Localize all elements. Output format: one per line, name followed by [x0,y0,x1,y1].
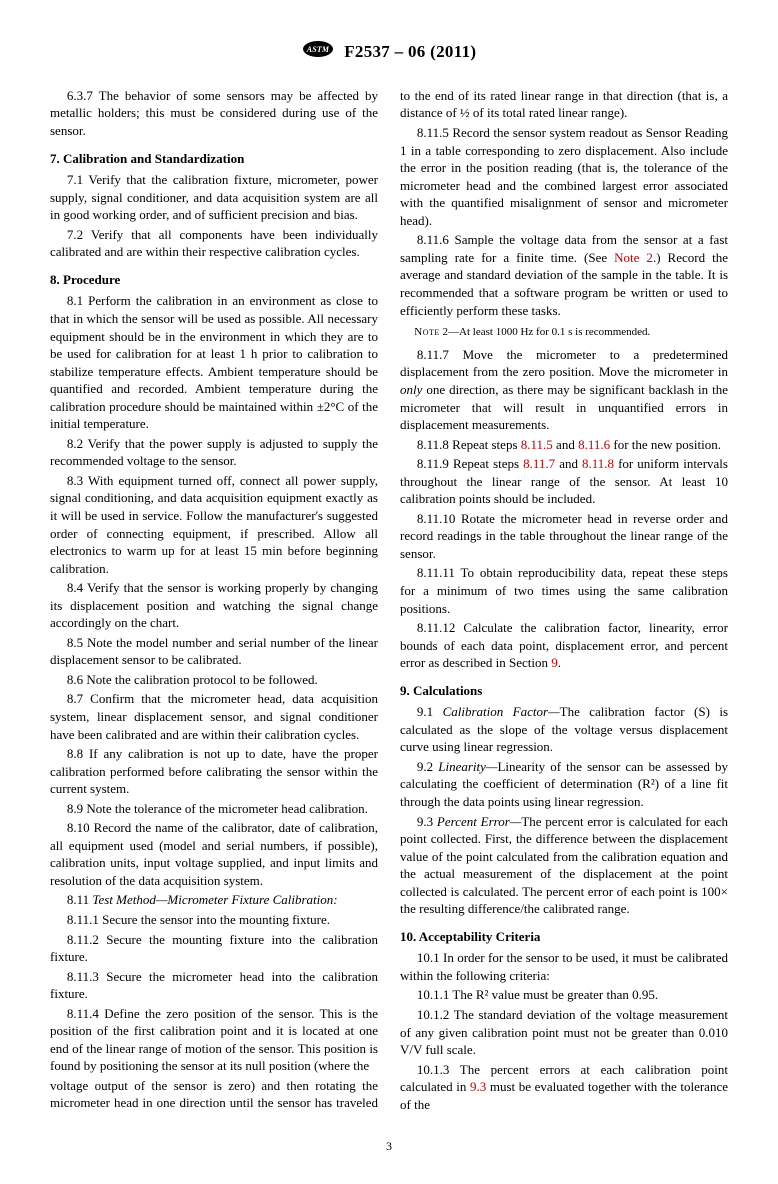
para-8-11-8: 8.11.8 Repeat steps 8.11.5 and 8.11.6 fo… [400,436,728,454]
para-9-1-it: Calibration Factor— [443,704,560,719]
para-10-1: 10.1 In order for the sensor to be used,… [400,949,728,984]
astm-logo-icon: ASTM [302,40,334,65]
para-8-11-2: 8.11.2 Secure the mounting fixture into … [50,931,378,966]
body-columns: 6.3.7 The behavior of some sensors may b… [50,87,728,1114]
para-8-11-1: 8.11.1 Secure the sensor into the mounti… [50,911,378,929]
para-8-9: 8.9 Note the tolerance of the micrometer… [50,800,378,818]
para-8-11-12a: 8.11.12 Calculate the calibration factor… [400,620,728,670]
para-8-4: 8.4 Verify that the sensor is working pr… [50,579,378,632]
note-2-label: Note [414,326,440,338]
para-8-7: 8.7 Confirm that the micrometer head, da… [50,690,378,743]
para-8-11-title: Test Method—Micrometer Fixture Calibrati… [92,892,337,907]
note-2-text: 2—At least 1000 Hz for 0.1 s is recommen… [440,326,650,338]
para-8-10: 8.10 Record the name of the calibrator, … [50,819,378,889]
page-header: ASTM F2537 – 06 (2011) [50,40,728,65]
para-9-1-lead: 9.1 [417,704,443,719]
designation: F2537 – 06 (2011) [344,42,476,61]
para-8-11-8mid: and [553,437,578,452]
section-10-head: 10. Acceptability Criteria [400,928,728,946]
xref-8-11-8[interactable]: 8.11.8 [582,456,614,471]
para-9-2-it: Linearity— [438,759,497,774]
xref-8-11-6[interactable]: 8.11.6 [578,437,610,452]
para-10-1-1: 10.1.1 The R² value must be greater than… [400,986,728,1004]
para-8-11-9: 8.11.9 Repeat steps 8.11.7 and 8.11.8 fo… [400,455,728,508]
para-8-3: 8.3 With equipment turned off, connect a… [50,472,378,577]
para-8-11-6: 8.11.6 Sample the voltage data from the … [400,231,728,319]
para-7-2: 7.2 Verify that all components have been… [50,226,378,261]
para-8-11-10: 8.11.10 Rotate the micrometer head in re… [400,510,728,563]
para-8-11-7: 8.11.7 Move the micrometer to a predeter… [400,346,728,434]
para-10-1-3: 10.1.3 The percent errors at each calibr… [400,1061,728,1114]
page-number: 3 [50,1138,728,1154]
para-8-2: 8.2 Verify that the power supply is adju… [50,435,378,470]
xref-9-3[interactable]: 9.3 [470,1079,486,1094]
para-9-2: 9.2 Linearity—Linearity of the sensor ca… [400,758,728,811]
para-8-8: 8.8 If any calibration is not up to date… [50,745,378,798]
para-9-3-lead: 9.3 [417,814,437,829]
para-8-11-8b: for the new position. [610,437,721,452]
section-8-head: 8. Procedure [50,271,378,289]
xref-note-2[interactable]: Note 2 [614,250,653,265]
para-8-11-11: 8.11.11 To obtain reproducibility data, … [400,564,728,617]
section-7-head: 7. Calibration and Standardization [50,150,378,168]
para-10-1-2: 10.1.2 The standard deviation of the vol… [400,1006,728,1059]
svg-text:ASTM: ASTM [305,45,329,54]
xref-8-11-7[interactable]: 8.11.7 [523,456,555,471]
para-9-3: 9.3 Percent Error—The percent error is c… [400,813,728,918]
para-8-11: 8.11 Test Method—Micrometer Fixture Cali… [50,891,378,909]
para-8-11-7b: one direction, as there may be significa… [400,382,728,432]
para-8-11-8a: 8.11.8 Repeat steps [417,437,521,452]
para-8-1: 8.1 Perform the calibration in an enviro… [50,292,378,432]
para-9-3-it: Percent Error— [437,814,521,829]
para-8-11-12b: . [558,655,561,670]
para-8-11-lead: 8.11 [67,892,93,907]
note-2: Note 2—At least 1000 Hz for 0.1 s is rec… [400,325,728,340]
para-8-11-3: 8.11.3 Secure the micrometer head into t… [50,968,378,1003]
para-8-6: 8.6 Note the calibration protocol to be … [50,671,378,689]
para-8-11-4a: 8.11.4 Define the zero position of the s… [50,1005,378,1075]
para-8-11-7-only: only [400,382,422,397]
para-8-11-12: 8.11.12 Calculate the calibration factor… [400,619,728,672]
section-9-head: 9. Calculations [400,682,728,700]
para-9-2-lead: 9.2 [417,759,438,774]
para-8-11-9a: 8.11.9 Repeat steps [417,456,523,471]
para-7-1: 7.1 Verify that the calibration fixture,… [50,171,378,224]
xref-8-11-5[interactable]: 8.11.5 [521,437,553,452]
para-8-11-5: 8.11.5 Record the sensor system readout … [400,124,728,229]
para-8-5: 8.5 Note the model number and serial num… [50,634,378,669]
para-6-3-7: 6.3.7 The behavior of some sensors may b… [50,87,378,140]
para-9-1: 9.1 Calibration Factor—The calibration f… [400,703,728,756]
para-8-11-9mid: and [555,456,582,471]
para-8-11-7a: 8.11.7 Move the micrometer to a predeter… [400,347,728,380]
